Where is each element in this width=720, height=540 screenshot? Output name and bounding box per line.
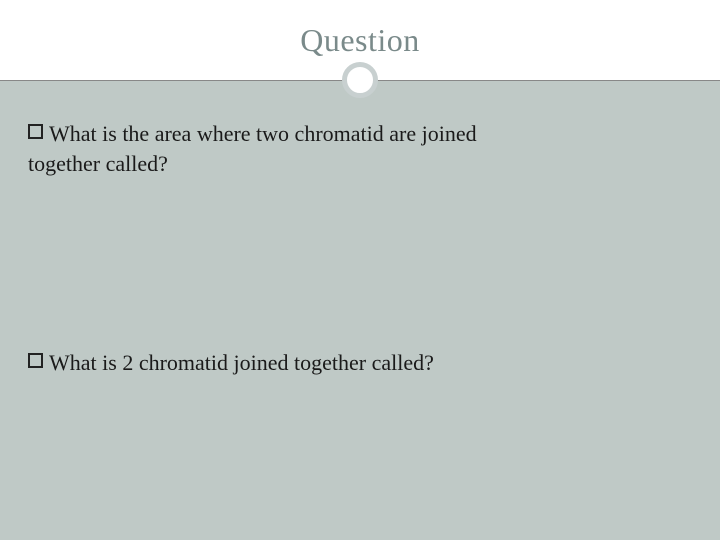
bullet-block-2: What is 2 chromatid joined together call… bbox=[28, 348, 692, 378]
bullet-square-icon bbox=[28, 353, 43, 368]
content-area: What is the area where two chromatid are… bbox=[0, 81, 720, 540]
bullet-continuation: together called? bbox=[28, 149, 692, 179]
bullet-text: What is 2 chromatid joined together call… bbox=[49, 348, 434, 378]
slide-title: Question bbox=[300, 22, 420, 59]
bullet-square-icon bbox=[28, 124, 43, 139]
circle-ornament bbox=[342, 62, 378, 98]
bullet-line: What is 2 chromatid joined together call… bbox=[28, 348, 692, 378]
bullet-line: What is the area where two chromatid are… bbox=[28, 119, 692, 149]
bullet-block-1: What is the area where two chromatid are… bbox=[28, 119, 692, 178]
bullet-text: What is the area where two chromatid are… bbox=[49, 119, 477, 149]
